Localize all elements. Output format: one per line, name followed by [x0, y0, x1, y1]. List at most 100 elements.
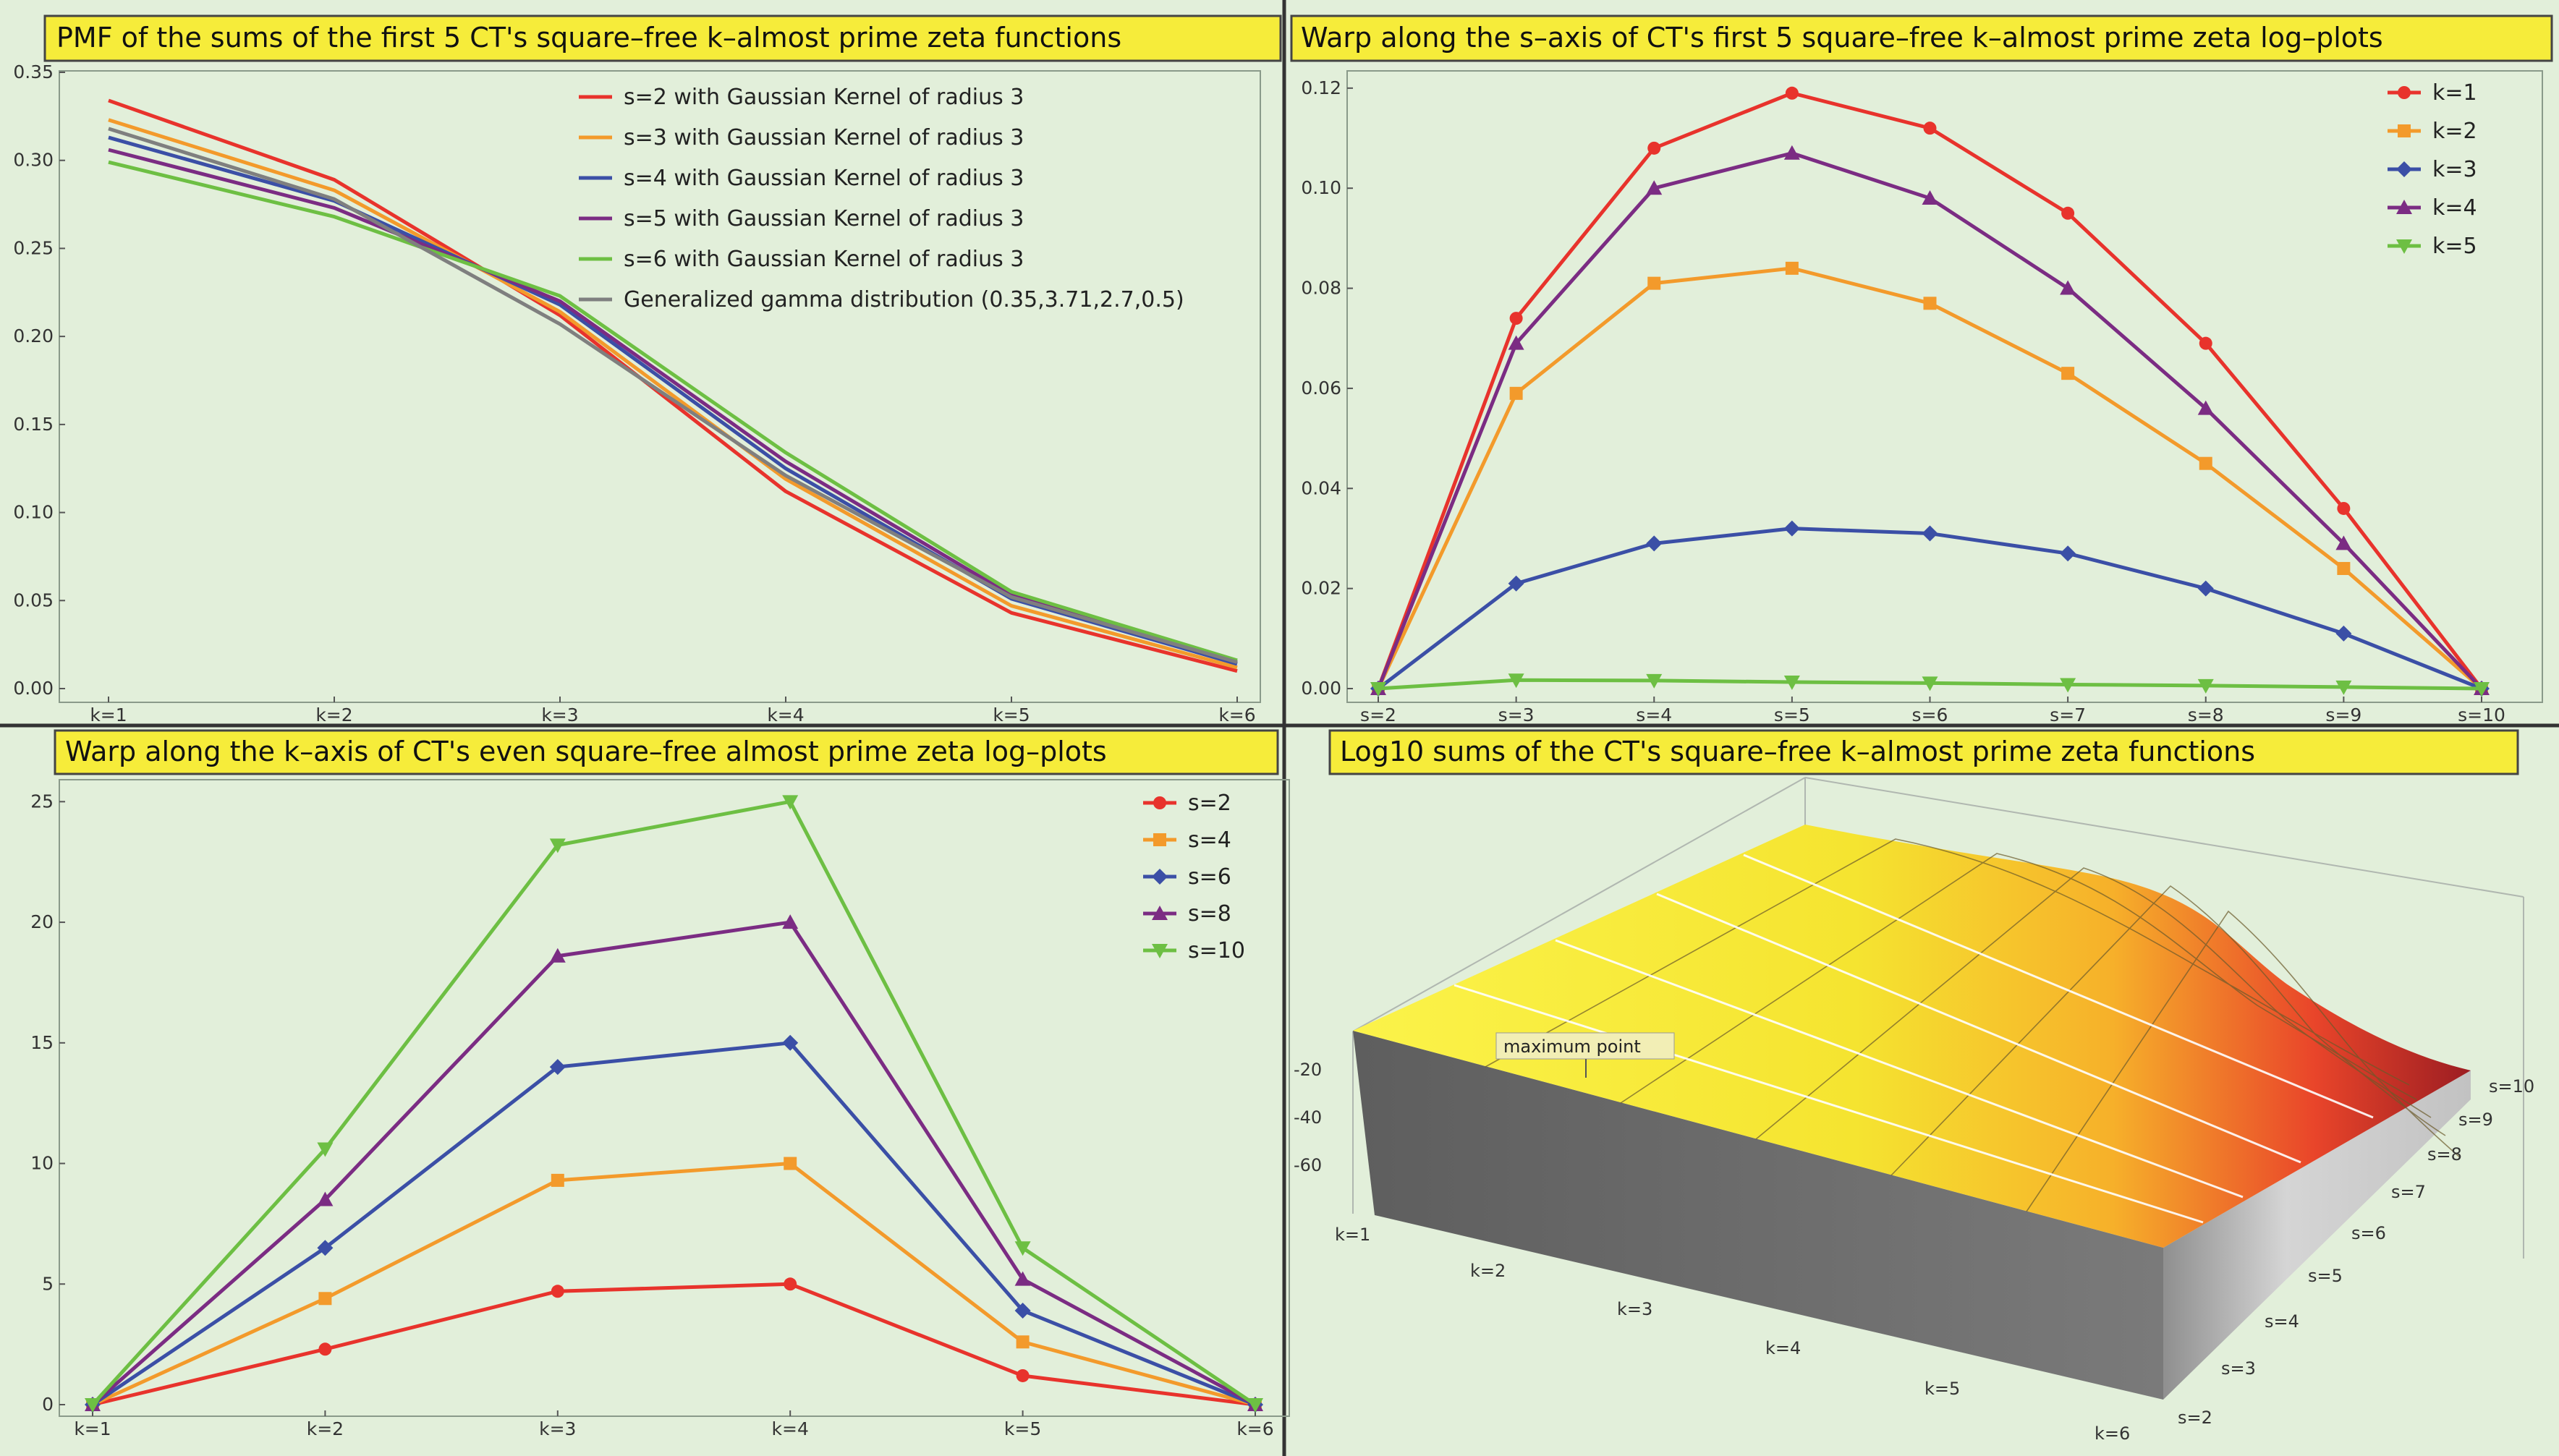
- chart1-series-line: [108, 160, 1238, 663]
- chart2-data-point: [1785, 86, 1799, 100]
- chart4-top-surface: [1353, 825, 2471, 1248]
- chart3-legend-label: s=10: [1188, 938, 1245, 963]
- chart2-y-tick-label: 0.06: [1301, 378, 1341, 399]
- chart4-annotation: maximum point: [1495, 1032, 1675, 1078]
- chart4-z-axis: -20 -40 -60: [1294, 1060, 1322, 1175]
- chart2-frame: [1346, 70, 2543, 703]
- chart2-data-point: [2060, 678, 2076, 693]
- chart2-data-point: [2335, 625, 2352, 642]
- chart3-data-point: [549, 838, 566, 853]
- chart4-surface-plot: maximum point -20 -40 -60 k=1 k=2 k=3 k=…: [1294, 777, 2534, 1444]
- chart1-y-tick-label: 0.20: [13, 325, 54, 346]
- chart1-series-line: [108, 127, 1238, 664]
- chart3-data-point: [318, 1342, 332, 1356]
- chart2-data-point: [2199, 456, 2212, 470]
- chart4-z-tick: -40: [1294, 1107, 1322, 1128]
- chart2-legend-label: k=4: [2432, 195, 2477, 221]
- chart2-data-point: [1647, 276, 1661, 290]
- chart2-data-point: [1923, 297, 1937, 310]
- chart3-series-line: [91, 799, 1257, 1407]
- chart2-y-tick-label: 0.10: [1301, 177, 1341, 198]
- chart1-y-tick-label: 0.00: [13, 678, 54, 699]
- chart2-data-point: [1370, 682, 1386, 697]
- chart2-data-point: [2197, 580, 2214, 597]
- chart1-x-tick-label: k=5: [993, 704, 1030, 725]
- chart4-annotation-text: maximum point: [1503, 1036, 1641, 1057]
- chart2-x-tick-label: s=3: [1498, 704, 1535, 725]
- chart2-legend-marker: [2398, 124, 2411, 137]
- chart3-series-line: [91, 920, 1257, 1407]
- chart1-title-background: [43, 14, 1282, 62]
- chart1-y-tick-label: 0.30: [13, 150, 54, 171]
- chart2-data-point: [2060, 545, 2076, 562]
- chart2-data-point: [1783, 676, 1800, 691]
- chart1-legend-label: s=6 with Gaussian Kernel of radius 3: [624, 247, 1024, 272]
- chart2-data-point: [1509, 312, 1523, 325]
- chart4-s-axis: s=2 s=3 s=4 s=5 s=6 s=7 s=8 s=9 s=10: [2178, 1076, 2534, 1428]
- chart1-x-tick-label: k=2: [315, 704, 352, 725]
- chart4-title-box: Log10 sums of the CT's square–free k–alm…: [1328, 729, 2519, 775]
- chart4-k-tick: k=6: [2095, 1423, 2130, 1444]
- chart4-side-face: [2163, 1070, 2471, 1400]
- chart3-data-point: [1016, 1335, 1030, 1349]
- chart2-legend-label: k=2: [2432, 119, 2477, 144]
- chart4-k-axis: k=1 k=2 k=3 k=4 k=5 k=6: [1335, 1225, 2130, 1444]
- chart3-data-point: [317, 1191, 334, 1206]
- chart3-x-tick-label: k=3: [539, 1418, 576, 1439]
- chart4-s-tick: s=8: [2427, 1144, 2462, 1165]
- chart3-x-tick-label: k=4: [772, 1418, 809, 1439]
- chart2-plot: s=2 s=3 s=4 s=5 s=6 s=7 s=8 s=9 s=10 0.00 0.02 0.04…: [1301, 77, 2505, 725]
- chart1-y-tick-label: 0.15: [13, 414, 54, 435]
- chart3-data-point: [551, 1173, 564, 1187]
- chart2-data-point: [1647, 141, 1661, 155]
- chart3-data-point: [549, 948, 566, 963]
- chart1-x-tick-label: k=4: [767, 704, 804, 725]
- chart2-data-point: [1508, 575, 1524, 592]
- chart2-data-point: [1509, 386, 1523, 400]
- chart2-x-tick-label: s=5: [1774, 704, 1810, 725]
- chart2-x-tick-label: s=4: [1636, 704, 1672, 725]
- chart2-data-point: [1646, 673, 1663, 689]
- chart3-x-tick-label: k=2: [307, 1418, 344, 1439]
- chart1-x-tick-label: k=1: [90, 704, 127, 725]
- chart4-mesh-k-lines: [1485, 838, 2461, 1212]
- chart3-title: Warp along the k–axis of CT's even squar…: [65, 736, 1107, 767]
- chart2-title-background: [1290, 14, 2553, 62]
- chart2-legend-label: k=3: [2432, 157, 2477, 182]
- chart2-x-tick-label: s=2: [1360, 704, 1396, 725]
- chart1-legend-label: s=5 with Gaussian Kernel of radius 3: [624, 206, 1024, 231]
- chart3-legend-label: s=2: [1188, 791, 1231, 816]
- chart4-s-tick: s=6: [2351, 1223, 2386, 1243]
- chart2-legend-marker: [2396, 200, 2412, 214]
- chart3-data-point: [1014, 1271, 1031, 1286]
- chart2-data-point: [1922, 676, 1938, 691]
- chart3-series-line: [91, 1162, 1256, 1407]
- chart3-data-point: [782, 914, 799, 929]
- chart2-y-tick-label: 0.04: [1301, 477, 1341, 498]
- chart4-mesh-s-lines: [1454, 853, 2374, 1224]
- chart2-x-tick-label: s=7: [2050, 704, 2086, 725]
- chart3-data-point: [318, 1292, 332, 1306]
- chart3-y-tick-label: 20: [30, 911, 54, 932]
- chart4-k-tick: k=1: [1335, 1225, 1370, 1245]
- chart2-data-point: [1922, 190, 1938, 205]
- chart3-series-line: [92, 1282, 1256, 1407]
- chart3-legend-label: s=6: [1188, 864, 1231, 890]
- chart3-legend-marker: [1153, 796, 1166, 809]
- chart2-data-point: [1646, 535, 1663, 552]
- chart4-z-tick: -60: [1294, 1155, 1322, 1175]
- chart2-y-tick-label: 0.08: [1301, 278, 1341, 299]
- chart3-data-point: [1014, 1241, 1031, 1256]
- chart2-data-point: [2474, 682, 2490, 697]
- chart4-front-face: [1353, 1031, 2163, 1400]
- chart4-title: Log10 sums of the CT's square–free k–alm…: [1340, 736, 2255, 767]
- chart4-k-tick: k=4: [1765, 1338, 1801, 1358]
- chart3-data-point: [551, 1285, 564, 1298]
- chart2-y-tick-label: 0.00: [1301, 678, 1341, 699]
- chart3-data-point: [782, 795, 799, 810]
- chart2-data-point: [2337, 561, 2351, 575]
- chart2-data-point: [1922, 525, 1938, 542]
- chart4-s-tick: s=5: [2308, 1266, 2343, 1286]
- chart1-x-tick-label: k=6: [1218, 704, 1255, 725]
